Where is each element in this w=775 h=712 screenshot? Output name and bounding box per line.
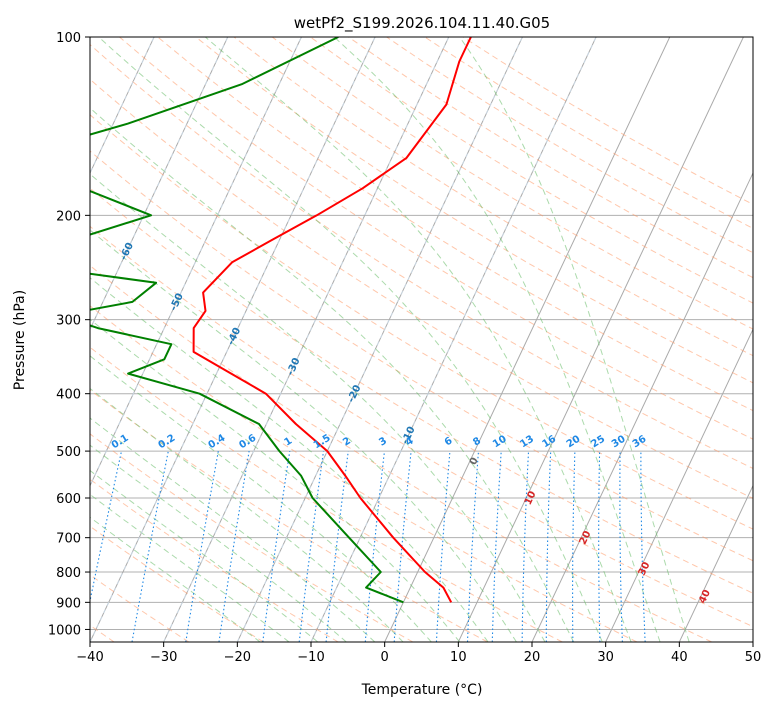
y-tick-label: 100 — [56, 31, 81, 46]
y-tick-label: 300 — [56, 314, 81, 329]
x-tick-label: 40 — [671, 650, 688, 665]
y-axis-label: Pressure (hPa) — [12, 290, 28, 390]
x-tick-label: 0 — [381, 650, 389, 665]
y-tick-label: 200 — [56, 209, 81, 224]
x-tick-label: −30 — [150, 650, 177, 665]
y-tick-label: 900 — [56, 596, 81, 611]
x-tick-label: 30 — [597, 650, 614, 665]
chart-title: wetPf2_S199.2026.104.11.40.G05 — [294, 14, 550, 33]
y-tick-label: 500 — [56, 445, 81, 460]
x-tick-label: −40 — [76, 650, 103, 665]
x-axis-label: Temperature (°C) — [361, 682, 483, 698]
y-tick-label: 600 — [56, 492, 81, 507]
y-tick-label: 700 — [56, 532, 81, 547]
x-tick-label: 20 — [524, 650, 541, 665]
x-tick-label: 10 — [450, 650, 467, 665]
x-tick-label: −20 — [224, 650, 251, 665]
y-tick-label: 400 — [56, 388, 81, 403]
x-tick-label: −10 — [297, 650, 324, 665]
y-tick-label: 800 — [56, 566, 81, 581]
x-tick-label: 50 — [745, 650, 762, 665]
y-tick-label: 1000 — [48, 623, 81, 638]
